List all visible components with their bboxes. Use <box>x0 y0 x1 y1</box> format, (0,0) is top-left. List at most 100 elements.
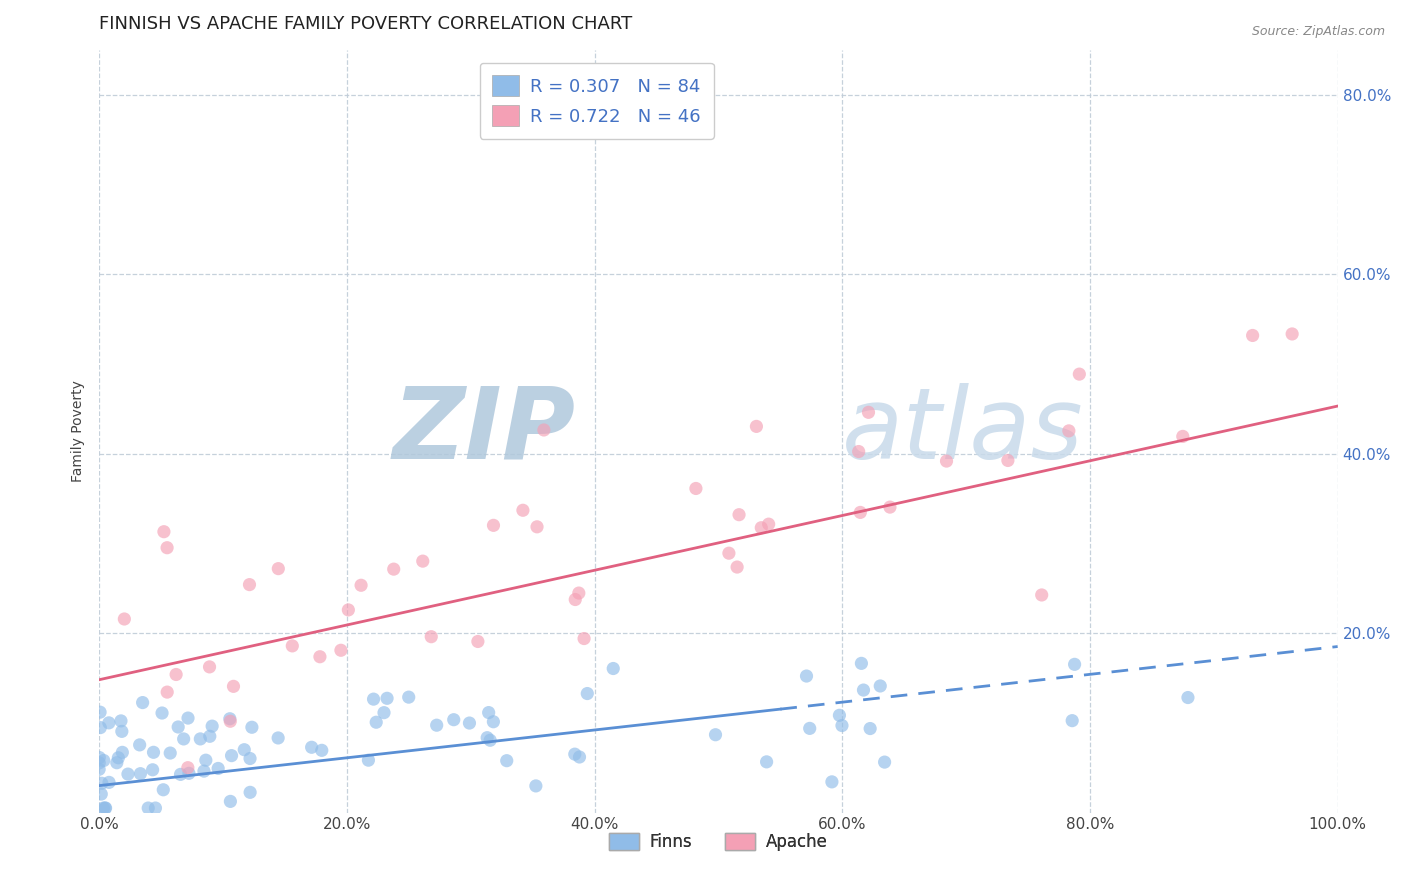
Point <box>495 754 517 768</box>
Point <box>152 782 174 797</box>
Point <box>89 756 111 770</box>
Point <box>156 541 179 555</box>
Point <box>238 577 260 591</box>
Point <box>526 520 548 534</box>
Point <box>1177 690 1199 705</box>
Point <box>194 753 217 767</box>
Point <box>221 748 243 763</box>
Point <box>858 405 880 419</box>
Point <box>89 721 111 735</box>
Point <box>112 612 135 626</box>
Point <box>193 764 215 778</box>
Point <box>869 679 891 693</box>
Point <box>796 669 818 683</box>
Point <box>111 745 134 759</box>
Point <box>478 706 501 720</box>
Point <box>239 751 262 765</box>
Point <box>207 761 229 775</box>
Point <box>398 690 420 705</box>
Point <box>219 714 242 729</box>
Point <box>93 801 115 815</box>
Point <box>568 750 591 764</box>
Point <box>725 560 748 574</box>
Point <box>564 592 586 607</box>
Point <box>366 715 388 730</box>
Point <box>98 775 121 789</box>
Point <box>1057 424 1080 438</box>
Point <box>821 775 844 789</box>
Point <box>420 630 443 644</box>
Point <box>105 756 128 770</box>
Point <box>156 685 179 699</box>
Point <box>233 742 256 756</box>
Point <box>201 719 224 733</box>
Text: ZIP: ZIP <box>392 383 576 480</box>
Point <box>564 747 586 761</box>
Point <box>165 667 187 681</box>
Point <box>218 712 240 726</box>
Point <box>89 762 111 776</box>
Point <box>89 750 111 764</box>
Point <box>111 724 134 739</box>
Point <box>1031 588 1053 602</box>
Point <box>717 546 740 560</box>
Point <box>150 706 173 720</box>
Point <box>117 767 139 781</box>
Point <box>89 705 111 719</box>
Point <box>704 728 727 742</box>
Point <box>524 779 547 793</box>
Point <box>443 713 465 727</box>
Point <box>177 766 200 780</box>
Point <box>873 755 896 769</box>
Point <box>129 766 152 780</box>
Point <box>128 738 150 752</box>
Point <box>568 586 591 600</box>
Point <box>382 562 405 576</box>
Point <box>145 801 167 815</box>
Point <box>173 731 195 746</box>
Point <box>1281 326 1303 341</box>
Point <box>309 649 332 664</box>
Point <box>363 692 385 706</box>
Point <box>828 708 851 723</box>
Point <box>311 743 333 757</box>
Point <box>512 503 534 517</box>
Point <box>281 639 304 653</box>
Point <box>169 767 191 781</box>
Point <box>749 521 772 535</box>
Point <box>482 714 505 729</box>
Point <box>758 517 780 532</box>
Point <box>94 801 117 815</box>
Point <box>458 716 481 731</box>
Point <box>467 634 489 648</box>
Point <box>849 505 872 519</box>
Point <box>142 745 165 759</box>
Point <box>329 643 352 657</box>
Point <box>240 720 263 734</box>
Point <box>935 454 957 468</box>
Point <box>153 524 176 539</box>
Point <box>848 444 870 458</box>
Point <box>533 423 555 437</box>
Point <box>337 603 360 617</box>
Point <box>167 720 190 734</box>
Point <box>131 696 153 710</box>
Point <box>1171 429 1194 443</box>
Point <box>997 453 1019 467</box>
Point <box>107 751 129 765</box>
Point <box>93 754 115 768</box>
Point <box>267 561 290 575</box>
Point <box>177 711 200 725</box>
Point <box>685 482 707 496</box>
Point <box>375 691 398 706</box>
Point <box>602 661 624 675</box>
Point <box>239 785 262 799</box>
Legend: Finns, Apache: Finns, Apache <box>603 826 834 857</box>
Point <box>1241 328 1264 343</box>
Point <box>350 578 373 592</box>
Point <box>859 722 882 736</box>
Point <box>477 731 499 745</box>
Point <box>755 755 778 769</box>
Point <box>572 632 595 646</box>
Text: atlas: atlas <box>842 383 1084 480</box>
